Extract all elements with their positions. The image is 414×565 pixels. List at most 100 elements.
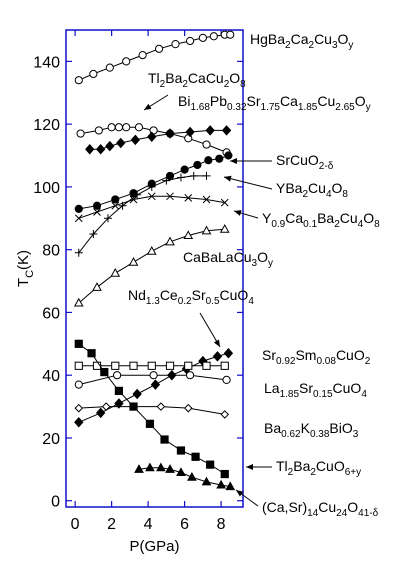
data-point [185, 371, 195, 380]
label-part: 41-δ [358, 508, 378, 519]
data-point [221, 125, 232, 136]
x-tick-label: 2 [107, 516, 116, 533]
label-part: 2 [182, 79, 188, 90]
data-point [202, 195, 211, 204]
series-11 [74, 339, 229, 479]
data-point [145, 462, 155, 472]
label-part: 8 [240, 79, 246, 90]
data-point [93, 208, 101, 216]
data-point [191, 452, 200, 461]
y-tick-label: 100 [33, 180, 60, 197]
arrow-yba [223, 175, 273, 190]
data-point [206, 460, 215, 469]
label-part: 0.62 [281, 429, 301, 440]
label-part: 2 [310, 467, 316, 478]
label-caba: CaBaLaCu3Oy [183, 249, 273, 269]
arrow-sr [230, 158, 272, 164]
label-part: 2 [224, 79, 230, 90]
data-point [114, 386, 124, 395]
label-part: O [257, 249, 268, 265]
data-point [154, 44, 164, 53]
label-part: 2 [285, 40, 291, 51]
y-axis-title-sub: C [24, 270, 36, 278]
y-axis-title: TC(K) [15, 250, 36, 287]
series-3 [74, 151, 233, 213]
data-point [100, 367, 109, 377]
arrow-line [223, 176, 273, 190]
label-part: HgBa [250, 31, 285, 47]
data-point [103, 214, 112, 223]
data-point [189, 171, 198, 180]
label-part: O [338, 31, 349, 47]
series-10 [74, 402, 230, 419]
data-point [156, 462, 166, 472]
data-point [74, 361, 83, 370]
data-point [209, 32, 218, 41]
series-2 [85, 125, 232, 155]
data-point [74, 339, 83, 348]
data-point [198, 33, 207, 42]
label-part: 2 [309, 40, 315, 51]
data-point [74, 380, 83, 389]
series-9 [74, 371, 231, 389]
data-point [114, 398, 124, 409]
series-6 [73, 224, 230, 307]
label-part: 24 [336, 508, 348, 519]
label-part: SrCuO [276, 152, 319, 168]
data-point [111, 195, 120, 204]
plot-frame [65, 29, 244, 508]
data-point [165, 236, 175, 246]
data-point [130, 134, 141, 146]
data-point [73, 297, 84, 307]
data-point [165, 464, 175, 473]
label-part: 2.65 [335, 102, 355, 113]
label-ba: Ba0.62K0.38BiO3 [264, 420, 359, 440]
data-point [212, 351, 223, 362]
data-point [180, 165, 189, 174]
data-point [138, 51, 147, 60]
data-point [85, 143, 95, 155]
arrow-ca [235, 489, 259, 507]
data-point [111, 361, 120, 370]
label-part: Sr [247, 93, 261, 109]
label-ca: (Ca,Sr)14Cu24O41-δ [262, 499, 379, 519]
label-part: Tl [276, 458, 288, 474]
label-part: Sr [192, 287, 206, 303]
label-part: CuO [333, 380, 362, 396]
x-axis-title: P(GPa) [129, 538, 179, 555]
x-tick-label: 8 [217, 516, 226, 533]
label-part: Ca [280, 93, 298, 109]
label-part: BiO [329, 420, 352, 436]
label-part: 1.85 [280, 389, 300, 400]
data-point [225, 481, 236, 491]
label-part: 4 [361, 389, 367, 400]
label-part: 0.9 [271, 219, 285, 230]
label-part: Sr [262, 347, 276, 363]
data-point [216, 479, 226, 489]
data-point [185, 126, 195, 138]
label-part: 0.2 [178, 296, 192, 307]
data-point [87, 349, 96, 358]
label-part: 1.85 [298, 102, 318, 113]
label-bi: Bi1.68Pb0.32Sr1.75Ca1.85Cu2.65Oy [178, 93, 371, 113]
data-point [162, 176, 171, 185]
data-point [215, 154, 224, 163]
data-point [165, 171, 175, 181]
data-point [145, 419, 155, 428]
y-tick-label: 40 [42, 368, 60, 385]
data-point [92, 282, 102, 291]
data-point [134, 123, 144, 132]
arrow-nd [199, 312, 221, 348]
label-part: 2 [302, 189, 308, 200]
data-point [185, 36, 195, 46]
x-tick-label: 6 [180, 516, 189, 533]
data-point [171, 40, 180, 49]
arrow-head [213, 339, 220, 347]
label-part: CuO [316, 458, 345, 474]
data-point [165, 361, 175, 370]
arrow-tl2 [143, 94, 169, 111]
label-part: O [363, 210, 374, 226]
series-4 [74, 171, 211, 257]
label-part: Sm [295, 347, 316, 363]
series-5 [74, 192, 229, 223]
